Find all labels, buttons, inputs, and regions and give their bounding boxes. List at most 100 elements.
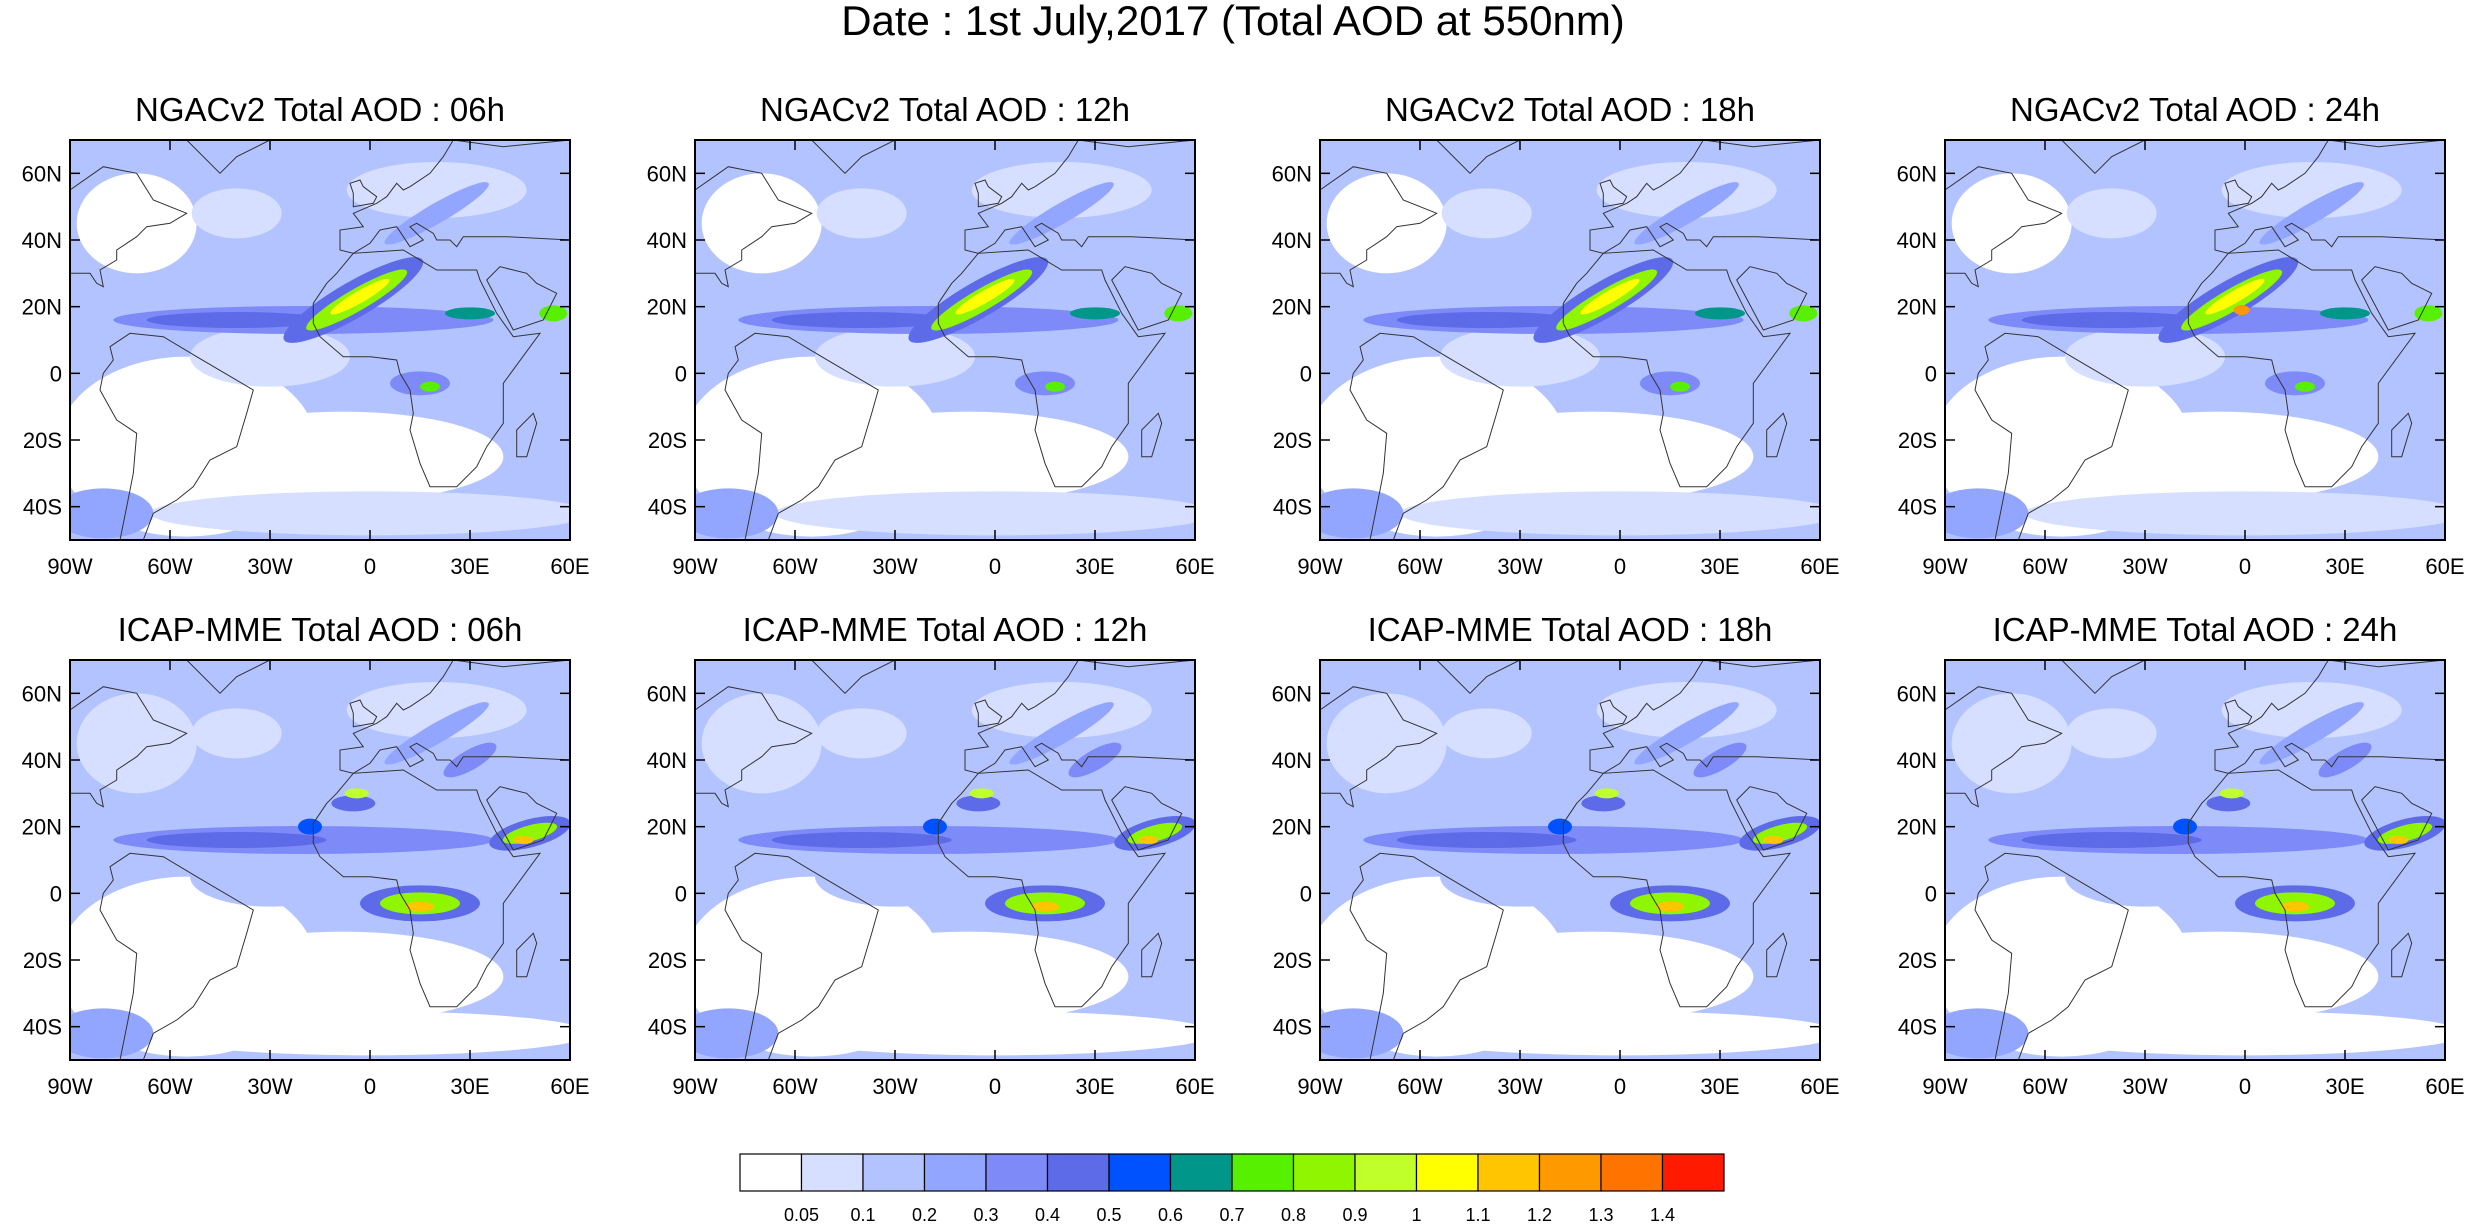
aod-field [1945, 140, 2445, 540]
coastlines [1945, 140, 2445, 540]
lat-tick-label: 20S [1898, 948, 1937, 973]
map-plot: 60N 40N 20N 0 20S 40S 90W 60W 30W 0 30E 60E [22, 139, 590, 579]
lat-tick-label: 60N [1272, 681, 1312, 706]
lon-tick-label: 90W [1297, 1074, 1342, 1099]
lon-tick-label: 90W [672, 1074, 717, 1099]
lat-tick-label: 60N [1272, 161, 1312, 186]
lon-tick-label: 30E [1700, 554, 1739, 579]
colorbar-level-label: 1 [1411, 1205, 1421, 1225]
map-plot: 60N 40N 20N 0 20S 40S 90W 60W 30W 0 30E 60E [647, 139, 1215, 579]
coastlines [695, 140, 1195, 540]
coastlines [1320, 660, 1820, 1060]
lat-tick-label: 0 [50, 361, 62, 386]
lon-tick-label: 60E [550, 554, 589, 579]
lat-tick-label: 0 [1925, 361, 1937, 386]
lon-tick-label: 0 [364, 1074, 376, 1099]
lat-tick-label: 20N [22, 815, 62, 840]
lon-tick-label: 0 [1614, 554, 1626, 579]
lat-tick-label: 60N [647, 161, 687, 186]
colorbar-swatch [1661, 1153, 1725, 1192]
colorbar-swatch [1415, 1153, 1479, 1192]
colorbar-swatch [1108, 1153, 1172, 1192]
lon-tick-label: 60E [1175, 1074, 1214, 1099]
colorbar-swatch [1477, 1153, 1541, 1192]
lon-tick-label: 30W [247, 1074, 292, 1099]
panel-title: NGACv2 Total AOD : 24h [2010, 91, 2380, 128]
panel-title: NGACv2 Total AOD : 12h [760, 91, 1130, 128]
colorbar-swatch [800, 1153, 864, 1192]
lat-tick-label: 0 [1300, 881, 1312, 906]
lat-tick-label: 20S [648, 428, 687, 453]
colorbar-swatch [1538, 1153, 1602, 1192]
lat-tick-label: 20S [23, 948, 62, 973]
colorbar-swatch [1292, 1153, 1356, 1192]
colorbar-level-label: 0.1 [850, 1205, 875, 1225]
map-panel-ngac-24h: NGACv2 Total AOD : 24h 60N 40N 20N 0 20S 40S 90… [1875, 92, 2465, 662]
lat-tick-label: 0 [675, 881, 687, 906]
colorbar-swatch [739, 1153, 803, 1192]
map-plot: 60N 40N 20N 0 20S 40S 90W 60W 30W 0 30E 60E [647, 659, 1215, 1099]
lat-tick-label: 40S [1898, 1015, 1937, 1040]
lon-tick-label: 60W [2022, 554, 2067, 579]
colorbar-level-label: 1.1 [1465, 1205, 1490, 1225]
map-plot: 60N 40N 20N 0 20S 40S 90W 60W 30W 0 30E 60E [1897, 659, 2465, 1099]
panel-title: ICAP-MME Total AOD : 24h [1992, 611, 2398, 648]
lat-tick-label: 40S [1273, 1015, 1312, 1040]
lon-tick-label: 0 [989, 554, 1001, 579]
lat-tick-label: 0 [675, 361, 687, 386]
lat-tick-label: 20N [22, 295, 62, 320]
lon-tick-label: 30E [2325, 554, 2364, 579]
aod-field [695, 660, 1195, 1060]
panel-title: ICAP-MME Total AOD : 18h [1367, 611, 1773, 648]
coastlines [70, 140, 570, 540]
lon-tick-label: 90W [47, 1074, 92, 1099]
lon-tick-label: 60E [2425, 554, 2464, 579]
aod-field [1945, 660, 2445, 1060]
lon-tick-label: 60W [772, 554, 817, 579]
panel-title: NGACv2 Total AOD : 06h [135, 91, 505, 128]
lat-tick-label: 40S [1273, 495, 1312, 520]
lon-tick-label: 30W [872, 1074, 917, 1099]
lon-tick-label: 90W [1922, 554, 1967, 579]
colorbar-level-label: 0.6 [1158, 1205, 1183, 1225]
lon-tick-label: 60E [1800, 554, 1839, 579]
map-frame [69, 659, 571, 1061]
aod-field [70, 660, 570, 1060]
coastlines [1320, 140, 1820, 540]
colorbar-level-label: 0.3 [973, 1205, 998, 1225]
colorbar-swatch [1046, 1153, 1110, 1192]
lon-tick-label: 30W [247, 554, 292, 579]
lon-tick-label: 60E [2425, 1074, 2464, 1099]
lon-tick-label: 30W [872, 554, 917, 579]
lon-tick-label: 30E [450, 554, 489, 579]
lat-tick-label: 60N [1897, 161, 1937, 186]
lon-tick-label: 60E [1800, 1074, 1839, 1099]
lon-tick-label: 90W [47, 554, 92, 579]
lat-tick-label: 40N [1272, 228, 1312, 253]
lat-tick-label: 20S [23, 428, 62, 453]
lat-tick-label: 60N [1897, 681, 1937, 706]
colorbar-swatch [923, 1153, 987, 1192]
lon-tick-label: 60E [550, 1074, 589, 1099]
colorbar-level-label: 0.8 [1281, 1205, 1306, 1225]
lat-tick-label: 40S [23, 495, 62, 520]
lat-tick-label: 40N [1897, 228, 1937, 253]
lat-tick-label: 40S [1898, 495, 1937, 520]
map-frame [1944, 659, 2446, 1061]
lat-tick-label: 40S [23, 1015, 62, 1040]
lat-tick-label: 20N [1897, 815, 1937, 840]
lat-tick-label: 40S [648, 1015, 687, 1040]
map-frame [694, 659, 1196, 1061]
lat-tick-label: 40N [22, 748, 62, 773]
lat-tick-label: 20N [1897, 295, 1937, 320]
lat-tick-label: 0 [50, 881, 62, 906]
colorbar-level-label: 0.2 [912, 1205, 937, 1225]
lon-tick-label: 0 [989, 1074, 1001, 1099]
lon-tick-label: 60W [1397, 554, 1442, 579]
lat-tick-label: 20S [1273, 948, 1312, 973]
map-panel-ngac-18h: NGACv2 Total AOD : 18h 60N 40N 20N 0 20S 40S 90… [1250, 92, 1840, 662]
lat-tick-label: 20S [1273, 428, 1312, 453]
colorbar-swatch [1169, 1153, 1233, 1192]
colorbar: 0.05 0.1 0.2 0.3 0.4 0.5 0.6 0.7 0.8 0.9 1 1.1 1.2 1.… [739, 1153, 1725, 1225]
panel-title: NGACv2 Total AOD : 18h [1385, 91, 1755, 128]
